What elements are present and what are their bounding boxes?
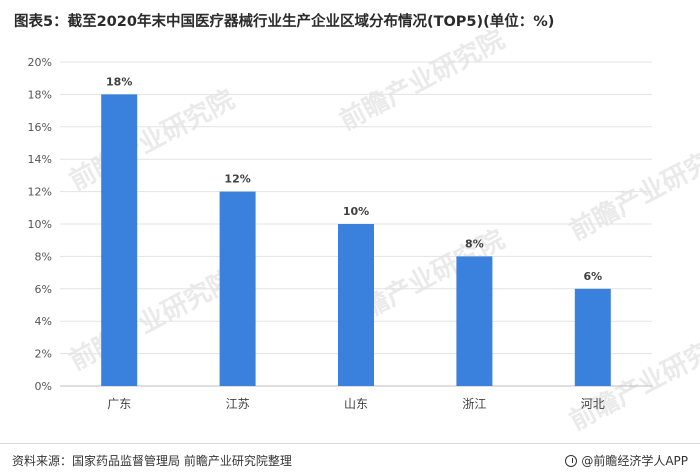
x-tick-label: 广东 <box>107 397 131 411</box>
y-tick-label: 18% <box>28 88 52 101</box>
data-label: 18% <box>106 75 132 88</box>
x-tick-label: 浙江 <box>462 397 486 411</box>
bar-chart: 0% 2% 4% 6% 8% 10% 12% 14% 16% 18% 20% 18% 广东 12% 江苏 10… <box>28 56 652 411</box>
brand-logo-icon <box>565 454 578 467</box>
x-tick-label: 河北 <box>581 397 605 411</box>
y-tick-label: 10% <box>28 218 52 231</box>
y-tick-label: 16% <box>28 121 52 134</box>
bar <box>101 94 138 387</box>
y-tick-label: 2% <box>35 348 52 361</box>
y-tick-label: 0% <box>35 380 52 393</box>
y-tick-label: 4% <box>35 315 52 328</box>
x-tick-label: 山东 <box>344 397 368 411</box>
y-tick-label: 14% <box>28 153 52 166</box>
data-label: 12% <box>224 173 250 186</box>
chart-title: 图表5：截至2020年末中国医疗器械行业生产企业区域分布情况(TOP5)(单位：… <box>14 14 555 30</box>
y-tick-label: 20% <box>28 56 52 69</box>
data-label: 8% <box>465 237 484 250</box>
footer: 资料来源：国家药品监督管理局 前瞻产业研究院整理 @前瞻经济学人APP <box>0 443 700 476</box>
bar <box>338 224 374 386</box>
data-label: 6% <box>583 270 602 283</box>
bar <box>456 256 493 386</box>
brand-label: @前瞻经济学人APP <box>581 454 688 468</box>
x-tick-label: 江苏 <box>226 397 250 411</box>
bar <box>219 191 256 386</box>
bar <box>574 288 611 386</box>
source-note: 资料来源：国家药品监督管理局 前瞻产业研究院整理 <box>12 454 292 468</box>
y-tick-label: 12% <box>28 186 52 199</box>
y-tick-label: 6% <box>35 283 52 296</box>
brand-credit: @前瞻经济学人APP <box>565 452 688 469</box>
y-tick-label: 8% <box>35 250 52 263</box>
data-label: 10% <box>343 205 369 218</box>
